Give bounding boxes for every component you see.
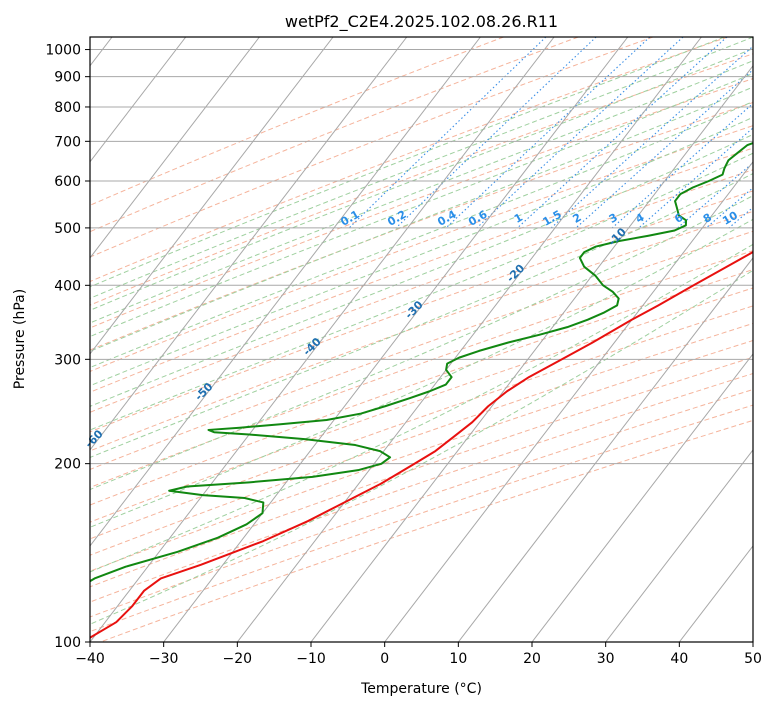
moist-adiabat-line-1 [90, 37, 753, 299]
x-tick-label-0: −40 [75, 651, 105, 667]
moist-adiabat-line-10 [90, 173, 753, 458]
y-tick-label-3: 400 [54, 278, 81, 294]
dry-adiabat-line-13 [90, 250, 753, 488]
dewpoint-profile-line [90, 141, 753, 583]
axes: −40 −30 −20 −10 0 10 20 30 40 50 100 200 300 400 500 60… [45, 43, 762, 667]
moist-adiabat-line-7 [90, 116, 753, 387]
mixing-ratio-line-4 [517, 37, 728, 229]
mixing-ratio-line-12 [756, 37, 775, 228]
x-axis-title: Temperature (°C) [360, 681, 482, 697]
mixing-ratio-lines [348, 37, 775, 229]
mixing-ratio-line-8 [638, 127, 753, 229]
isotherm-line-20 [752, 641, 753, 642]
y-tick-label-1: 200 [54, 457, 81, 473]
y-axis-title: Pressure (hPa) [12, 289, 28, 389]
isotherm-line-10 [90, 37, 481, 547]
isotherm-line-14 [310, 64, 753, 642]
x-tick-label-8: 40 [670, 651, 688, 667]
y-tick-label-6: 700 [54, 134, 81, 150]
dry-adiabat-line-20 [90, 372, 753, 603]
y-tick-label-8: 900 [54, 70, 81, 86]
isotherm-line-9 [90, 37, 408, 451]
chart-title: wetPf2_C2E4.2025.102.08.26.R11 [285, 12, 558, 32]
isotherm-line-17 [531, 353, 753, 642]
y-tick-label-2: 300 [54, 352, 81, 368]
dry-adiabat-line-2 [90, 37, 654, 258]
mixing-ratio-line-0 [348, 37, 547, 229]
isotherm-line-6 [90, 37, 187, 163]
x-tick-label-3: −10 [296, 651, 326, 667]
dry-adiabat-line-18 [90, 339, 753, 572]
y-tick-label-7: 800 [54, 100, 81, 116]
moist-adiabat-line-8 [90, 133, 753, 407]
y-tick-label-0: 100 [54, 635, 81, 651]
isotherm-line-18 [605, 449, 753, 642]
dry-adiabat-line-14 [90, 269, 753, 506]
x-tick-label-7: 30 [597, 651, 615, 667]
moist-adiabat-line-2 [90, 48, 753, 311]
mixing-ratio-line-5 [550, 45, 753, 229]
y-tick-label-9: 1000 [45, 43, 81, 59]
dry-adiabat-line-12 [90, 230, 753, 470]
x-tick-label-5: 10 [449, 651, 467, 667]
dry-adiabat-line-9 [90, 169, 753, 413]
moist-adiabat-line-9 [90, 152, 753, 431]
grid-lines [90, 37, 753, 642]
dry-adiabat-line-15 [90, 287, 753, 523]
y-tick-label-4: 500 [54, 221, 81, 237]
moist-adiabat-line-4 [90, 72, 753, 338]
dry-adiabat-line-10 [90, 190, 753, 433]
dry-adiabat-line-19 [90, 356, 753, 588]
isotherm-line-7 [90, 37, 260, 259]
moist-adiabat-line-6 [90, 101, 753, 369]
dry-adiabat-line-7 [90, 125, 753, 372]
y-tick-label-5: 600 [54, 174, 81, 190]
isotherm-line-16 [457, 257, 753, 642]
plot-frame [89, 36, 754, 643]
x-tick-label-2: −20 [223, 651, 253, 667]
dry-adiabat-line-4 [90, 53, 753, 306]
isotherm-line-13 [236, 37, 702, 642]
dry-adiabat-line-16 [90, 305, 753, 540]
mixing-ratio-line-2 [445, 37, 651, 229]
plot-area [90, 37, 753, 642]
dry-adiabat-line-0 [90, 37, 504, 206]
profile-series [90, 141, 753, 639]
dry-adiabat-line-17 [90, 322, 753, 556]
x-tick-label-4: 0 [380, 651, 389, 667]
isotherm-line-11 [90, 37, 555, 642]
dry-adiabat-line-21 [90, 388, 753, 618]
x-tick-label-1: −30 [149, 651, 179, 667]
isotherm-line-12 [163, 37, 629, 642]
temperature-profile-line [90, 250, 753, 639]
isotherm-line-15 [384, 161, 753, 642]
isotherm-line-8 [90, 37, 334, 355]
x-tick-label-9: 50 [744, 651, 762, 667]
x-tick-label-6: 20 [523, 651, 541, 667]
